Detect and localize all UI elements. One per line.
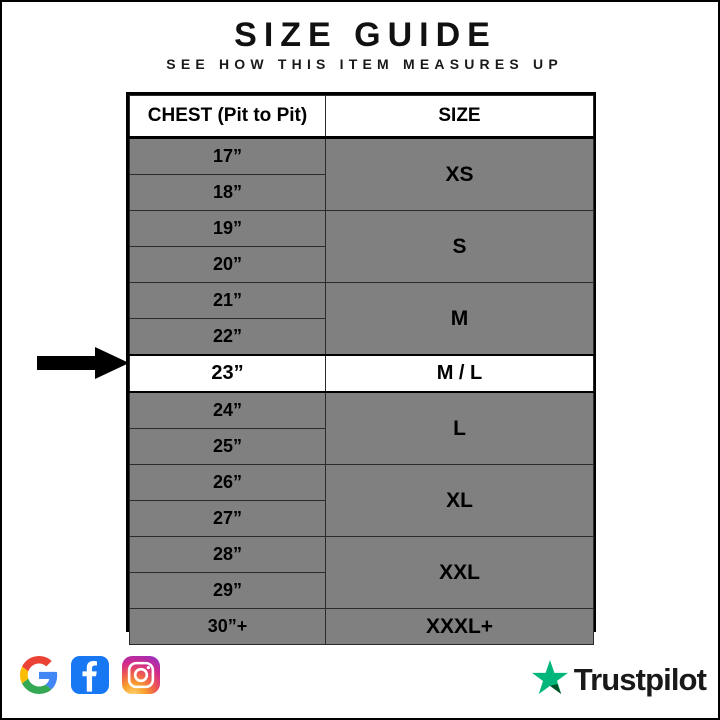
size-label-cell: S xyxy=(325,210,594,283)
table-body: 17” XS 18” 19” S 20” 21” M 22” 23” M / L 24” L 25” 26”… xyxy=(129,137,594,645)
table-row: 26” XL xyxy=(129,464,594,537)
instagram-icon[interactable] xyxy=(122,656,160,694)
column-header-size: SIZE xyxy=(325,95,594,139)
size-label-cell: XS xyxy=(325,137,594,211)
chest-measurement-cell: 24” xyxy=(129,391,326,429)
table-row: 19” S xyxy=(129,210,594,283)
trustpilot-star-icon xyxy=(531,660,568,699)
social-links xyxy=(20,656,160,694)
page-subtitle: SEE HOW THIS ITEM MEASURES UP xyxy=(166,56,563,72)
chest-measurement-cell: 23” xyxy=(129,354,326,393)
table-row: 24” L xyxy=(129,391,594,465)
trustpilot-logo[interactable]: Trustpilot xyxy=(531,660,707,699)
table-row: 25” xyxy=(129,428,594,465)
size-label-cell: L xyxy=(325,391,594,465)
size-label-cell: XXL xyxy=(325,536,594,609)
facebook-icon[interactable] xyxy=(71,656,109,694)
table-header-row: CHEST (Pit to Pit) SIZE xyxy=(129,95,594,139)
column-header-chest: CHEST (Pit to Pit) xyxy=(129,95,326,139)
table-row: 30”+ XXXL+ xyxy=(129,608,594,645)
footer: BUNDL CLOTHING.CO.UK Trustpilot xyxy=(2,640,718,718)
chest-measurement-cell: 20” xyxy=(129,246,326,283)
chest-measurement-cell: 19” xyxy=(129,210,326,247)
chest-measurement-cell: 21” xyxy=(129,282,326,319)
table-row: 20” xyxy=(129,246,594,283)
chest-measurement-cell: 25” xyxy=(129,428,326,465)
chest-measurement-cell: 18” xyxy=(129,174,326,211)
table-row: 18” xyxy=(129,174,594,211)
table-row: 23” M / L xyxy=(129,354,594,393)
table-row: 29” xyxy=(129,572,594,609)
size-table: CHEST (Pit to Pit) SIZE 17” XS 18” 19” S 20” 2… xyxy=(126,92,596,645)
chest-measurement-cell: 27” xyxy=(129,500,326,537)
google-icon[interactable] xyxy=(20,656,58,694)
chest-measurement-cell: 17” xyxy=(129,137,326,175)
right-arrow-icon xyxy=(37,346,129,380)
size-label-cell: XL xyxy=(325,464,594,537)
table-row: 21” M xyxy=(129,282,594,356)
size-label-cell: M / L xyxy=(325,354,594,393)
chest-measurement-cell: 22” xyxy=(129,318,326,356)
chest-measurement-cell: 26” xyxy=(129,464,326,501)
chest-measurement-cell: 29” xyxy=(129,572,326,609)
size-label-cell: M xyxy=(325,282,594,356)
table-row: 27” xyxy=(129,500,594,537)
trustpilot-label: Trustpilot xyxy=(573,662,707,697)
chest-measurement-cell: 30”+ xyxy=(129,608,326,645)
table-row: 28” XXL xyxy=(129,536,594,609)
chest-measurement-cell: 28” xyxy=(129,536,326,573)
page-title: SIZE GUIDE xyxy=(234,16,497,54)
table-row: 17” XS xyxy=(129,137,594,211)
size-label-cell: XXXL+ xyxy=(325,608,594,645)
